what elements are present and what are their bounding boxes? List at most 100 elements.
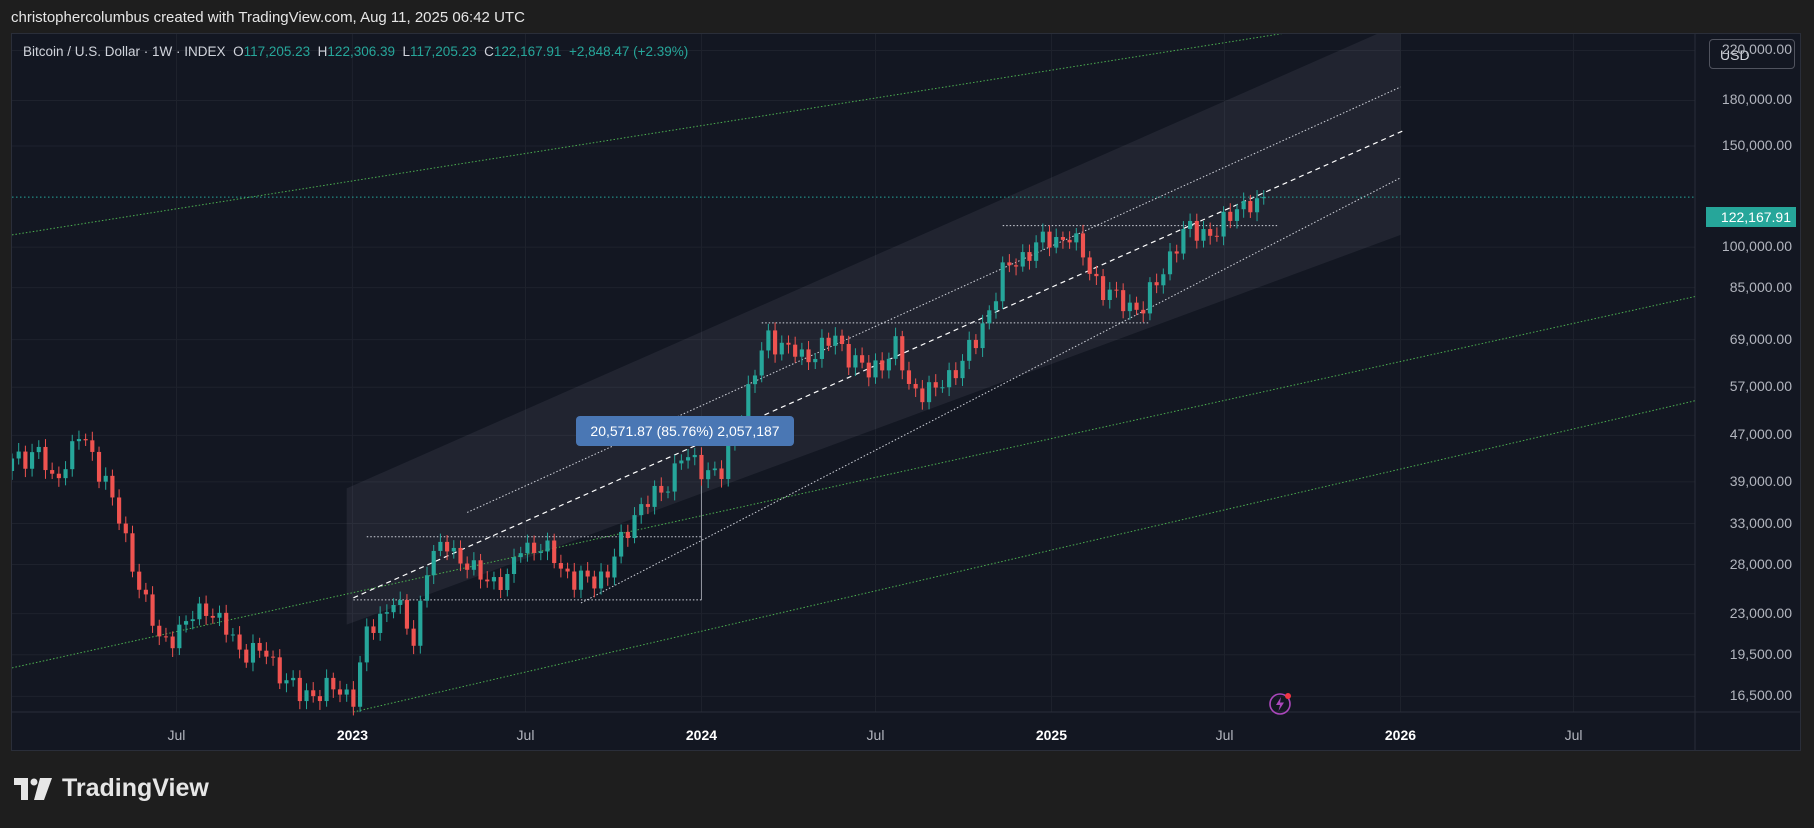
candle-body [953,370,958,379]
candle-body [103,475,108,482]
candle-body [224,612,229,635]
candle-body [357,662,363,707]
open-value: 117,205.23 [243,44,311,59]
candle-body [56,473,61,479]
candle-body [612,556,617,578]
candle-body [1060,237,1065,240]
candle-body [445,541,450,552]
candle-body [773,330,778,355]
candle-body [639,504,644,516]
candle-body [23,451,28,469]
candle-body [712,468,717,471]
long-channel-upper [12,34,1283,236]
candle-body [458,547,463,564]
candle-body [625,531,630,539]
candle-body [993,301,999,311]
candle-body [813,358,818,363]
candle-body [558,563,563,569]
candle-body [1067,239,1072,243]
candle-body [1121,290,1126,312]
brand-name: TradingView [62,774,209,802]
candle-body [598,571,604,589]
symbol-legend: Bitcoin / U.S. Dollar · 1W · INDEX O117,… [23,44,688,59]
candle-body [679,460,684,464]
candle-body [1167,251,1173,275]
candle-body [197,603,202,620]
candle-body [498,577,503,590]
candle-body [572,571,577,590]
lightning-icon[interactable] [1268,692,1292,716]
candle-body [1234,209,1240,221]
candle-body [143,589,148,595]
candle-body [1248,201,1253,213]
price-chart[interactable] [12,34,1800,750]
candle-body [1174,251,1179,254]
chart-pane[interactable]: Bitcoin / U.S. Dollar · 1W · INDEX O117,… [11,33,1801,751]
measure-label: 20,571.87 (85.76%) 2,057,187 [576,416,794,446]
candle-body [505,574,510,590]
candle-body [451,547,456,552]
candle-body [123,523,128,534]
time-axis-label: 2024 [685,727,718,743]
candle-body [137,571,142,590]
price-axis-label: 33,000.00 [1729,514,1792,531]
candle-body [578,570,584,590]
price-axis-label: 85,000.00 [1729,278,1792,295]
regression-upper [466,86,1401,513]
candle-body [230,634,235,636]
time-axis-label: 2025 [1035,727,1068,743]
candle-body [471,560,476,570]
tradingview-brand[interactable]: TradingView [14,774,209,803]
candle-body [1141,309,1146,314]
candle-body [933,382,938,388]
price-axis-label: 28,000.00 [1729,555,1792,572]
candle-body [317,696,322,702]
close-value: 122,167.91 [493,44,562,59]
candle-body [1047,231,1052,248]
candle-body [619,531,624,557]
candle-body [304,690,309,702]
candle-body [839,335,845,345]
candle-body [592,576,597,589]
candle-body [204,603,209,616]
candle-body [860,355,865,363]
candle-body [344,689,349,695]
candle-body [672,463,677,492]
candle-body [706,470,711,480]
candle-body [692,454,697,458]
candle-body [1134,302,1139,310]
regression-middle [353,129,1406,599]
candle-body [1161,274,1166,286]
candle-body [404,599,410,629]
long-channel-middle [12,296,1696,669]
candle-body [973,339,978,349]
candle-body [264,650,269,657]
tradingview-logo-icon [14,777,52,800]
candle-body [491,577,497,582]
candle-body [719,468,724,480]
time-axis-label: 2026 [1384,727,1417,743]
candle-body [478,560,483,580]
candle-body [284,680,289,684]
candle-body [1114,289,1119,291]
currency-button[interactable]: USD [1709,39,1795,69]
symbol-name: Bitcoin / U.S. Dollar · 1W · INDEX [23,44,226,59]
candle-body [364,626,369,663]
candle-body [926,382,932,403]
time-axis-label: Jul [1215,727,1234,743]
candle-body [913,383,918,389]
candle-body [1034,242,1039,261]
candle-body [947,370,952,388]
candle-body [1027,252,1032,261]
candle-body [177,624,182,649]
candle-body [1201,229,1206,241]
candle-body [411,628,416,646]
candle-body [297,677,302,702]
candle-body [250,642,256,663]
candle-body [70,441,75,470]
low-key: L [402,44,411,59]
candle-body [378,613,383,633]
candle-body [424,575,430,601]
candle-body [418,600,423,646]
candle-body [1208,229,1213,236]
